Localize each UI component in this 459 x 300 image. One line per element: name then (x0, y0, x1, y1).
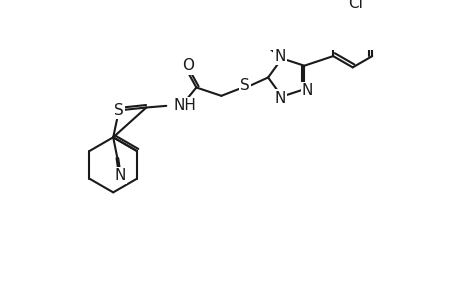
Text: S: S (114, 103, 123, 118)
Text: N: N (301, 83, 313, 98)
Text: Cl: Cl (348, 0, 363, 11)
Text: O: O (182, 58, 194, 73)
Text: N: N (274, 49, 285, 64)
Text: S: S (239, 78, 249, 93)
Text: N: N (274, 91, 285, 106)
Text: NH: NH (173, 98, 196, 113)
Text: N: N (114, 168, 125, 183)
